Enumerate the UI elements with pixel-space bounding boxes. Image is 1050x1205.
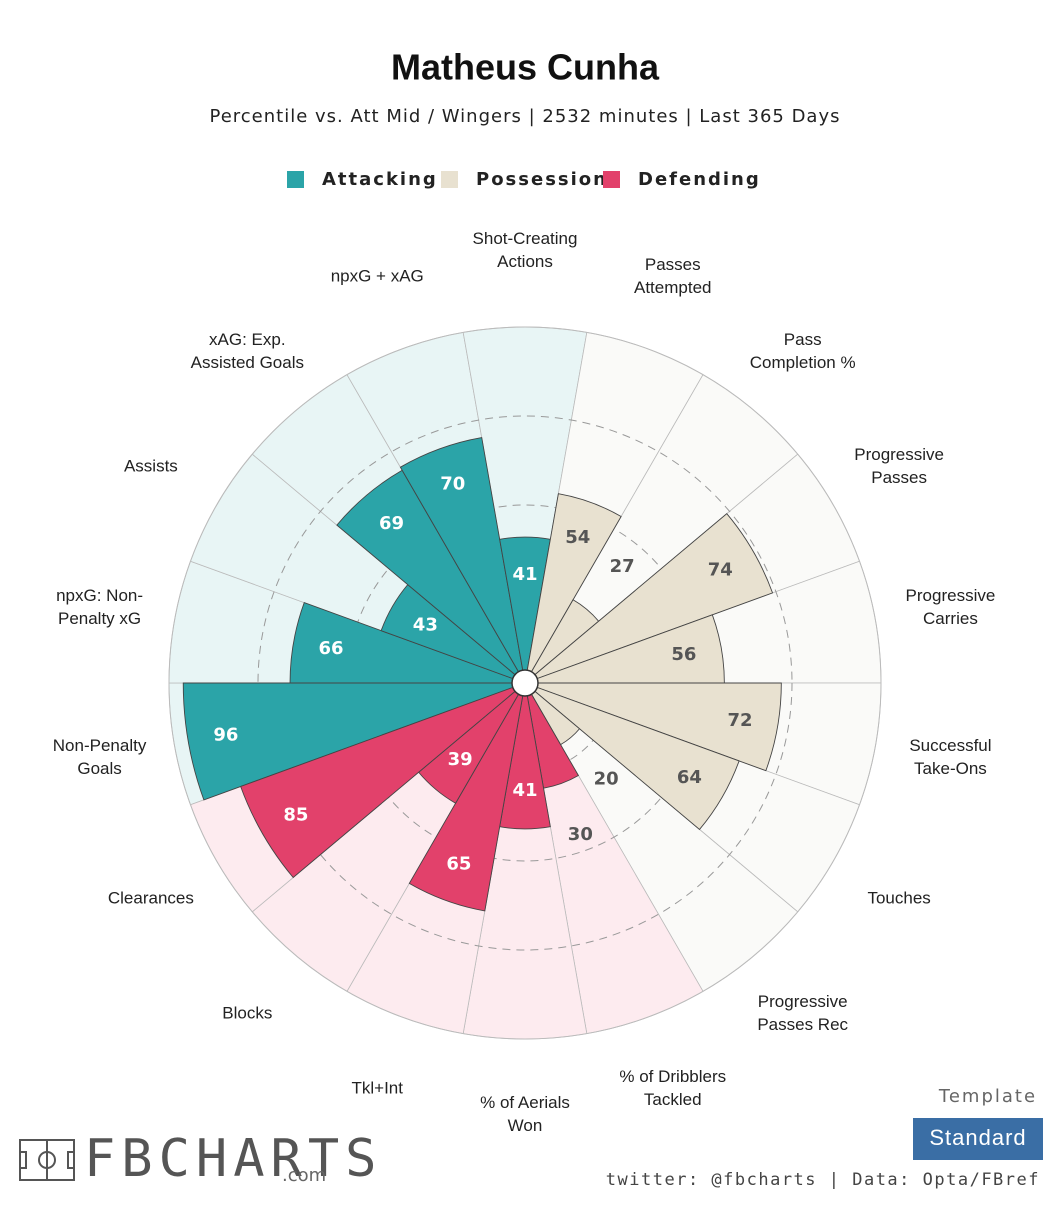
value-label: 70 <box>440 474 465 495</box>
value-label: 64 <box>677 767 702 788</box>
template-name: Standard <box>929 1125 1026 1150</box>
value-label: 41 <box>512 564 537 585</box>
outer-circle <box>168 326 882 1040</box>
value-label: 74 <box>708 559 733 580</box>
category-label: Assisted Goals <box>191 353 304 372</box>
bar <box>524 493 622 684</box>
value-label: 30 <box>568 824 593 845</box>
category-label: Attempted <box>634 278 712 297</box>
value-label: 43 <box>413 614 438 635</box>
category-label: Successful <box>909 736 991 755</box>
category-label: Carries <box>923 609 978 628</box>
bars <box>182 437 782 912</box>
category-label: Penalty xG <box>58 609 141 628</box>
category-label: xAG: Exp. <box>209 330 286 349</box>
legend: Attacking Possession Defending <box>287 169 761 190</box>
grid-circle <box>257 415 793 951</box>
brand: FBCHARTS <box>84 1129 382 1189</box>
value-label: 66 <box>319 638 344 659</box>
value-label: 72 <box>727 710 752 731</box>
value-label: 69 <box>379 513 404 534</box>
legend-label: Attacking <box>322 169 438 190</box>
category-label: Tackled <box>644 1090 702 1109</box>
category-label: Progressive <box>906 586 996 605</box>
category-label: npxG + xAG <box>331 267 424 286</box>
legend-swatch <box>287 171 304 188</box>
value-label: 56 <box>671 644 696 665</box>
value-label: 41 <box>512 780 537 801</box>
value-label: 96 <box>213 725 238 746</box>
category-label: npxG: Non- <box>56 586 143 605</box>
bar <box>289 602 526 684</box>
category-label: Goals <box>77 759 121 778</box>
category-label: Actions <box>497 252 553 271</box>
legend-label: Possession <box>476 169 608 190</box>
category-label: Assists <box>124 456 178 475</box>
bar <box>240 682 526 879</box>
value-label: 54 <box>565 527 590 548</box>
labels: 96 Non-Penalty Goals 66 npxG: Non- Penalty xG… <box>53 229 996 1135</box>
footer: twitter: @fbcharts | Data: Opta/FBref <box>606 1170 1040 1190</box>
category-label: Non-Penalty <box>53 736 147 755</box>
value-label: 65 <box>446 854 471 875</box>
legend-label: Defending <box>638 169 761 190</box>
category-label: Shot-Creating <box>473 229 578 248</box>
bar <box>182 682 526 801</box>
category-label: Tkl+Int <box>351 1078 403 1097</box>
center-hole <box>511 669 539 697</box>
category-label: Won <box>508 1116 543 1135</box>
category-label: % of Aerials <box>480 1093 570 1112</box>
value-label: 39 <box>448 749 473 770</box>
bar <box>524 682 782 772</box>
category-label: Progressive <box>758 992 848 1011</box>
legend-swatch <box>603 171 620 188</box>
category-label: Progressive <box>854 445 944 464</box>
brand-suffix: .com <box>282 1165 326 1186</box>
category-label: Take-Ons <box>914 759 987 778</box>
category-label: Completion % <box>750 353 856 372</box>
value-label: 27 <box>610 556 635 577</box>
category-label: Pass <box>784 330 822 349</box>
category-label: Passes <box>871 468 927 487</box>
category-label: Blocks <box>222 1003 272 1022</box>
bar <box>408 682 526 912</box>
logo-icon <box>19 1139 75 1181</box>
template-box <box>913 1118 1043 1160</box>
category-label: % of Dribblers <box>619 1067 726 1086</box>
bar <box>524 682 740 831</box>
chart-title: Matheus Cunha <box>391 47 660 88</box>
value-label: 20 <box>594 769 619 790</box>
legend-swatch <box>441 171 458 188</box>
category-label: Passes Rec <box>757 1015 848 1034</box>
chart-subtitle: Percentile vs. Att Mid / Wingers | 2532 … <box>209 106 840 127</box>
category-label: Clearances <box>108 888 194 907</box>
value-label: 85 <box>283 804 308 825</box>
plot: 96 Non-Penalty Goals 66 npxG: Non- Penalty xG… <box>53 229 996 1135</box>
category-label: Passes <box>645 255 701 274</box>
template-label: Template <box>938 1086 1037 1107</box>
category-label: Touches <box>867 888 930 907</box>
bar <box>399 437 526 684</box>
bar <box>524 513 774 684</box>
